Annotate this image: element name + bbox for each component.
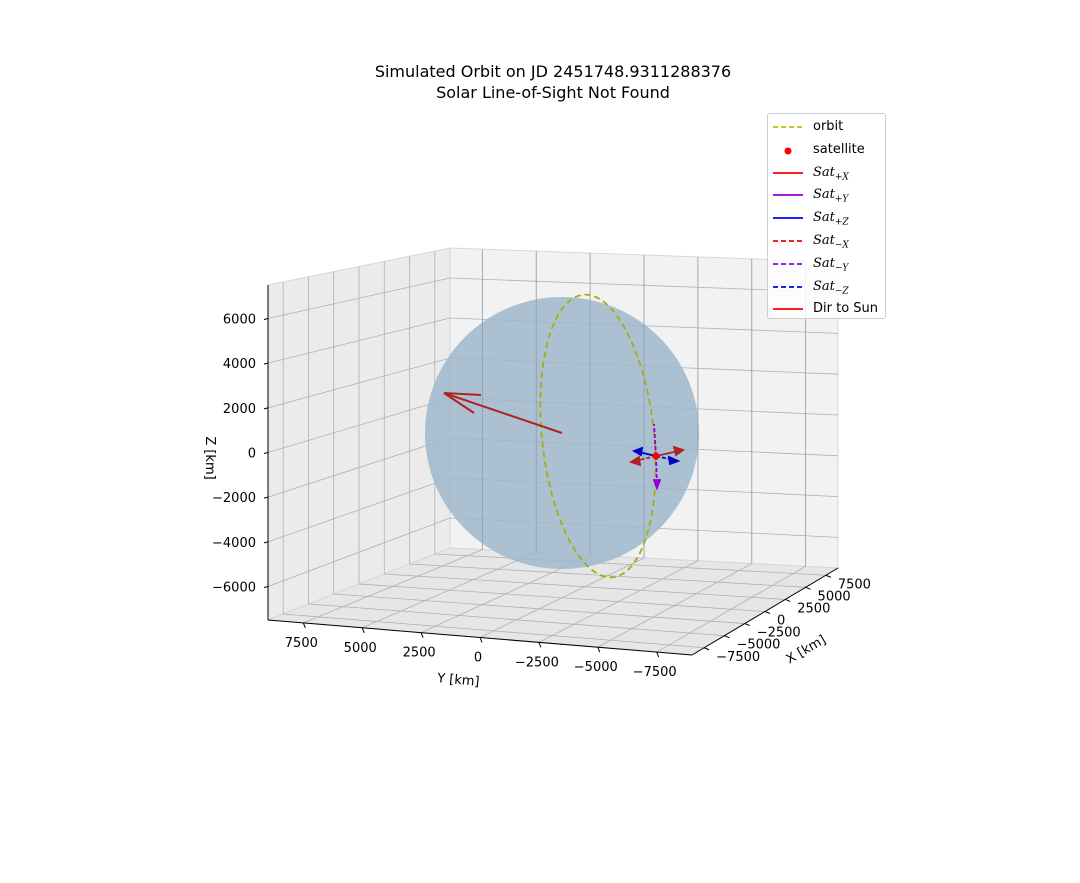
legend-entry-8: Dir to Sun: [768, 299, 885, 319]
legend-swatch: [773, 217, 803, 220]
satellite-axes: [628, 423, 685, 491]
z-tick-label: −2000: [212, 491, 256, 506]
y-axis-label: Y [km]: [436, 671, 481, 690]
axis-ticks: [263, 318, 832, 658]
legend-swatch: [773, 262, 803, 265]
legend-label: Sat+Z: [813, 210, 849, 228]
x-tick-label: 2500: [797, 601, 830, 616]
chart-title: Simulated Orbit on JD 2451748.9311288376: [374, 62, 732, 81]
z-tick-label: −4000: [212, 536, 256, 551]
dir-to-sun-arrow: [443, 392, 563, 434]
y-tick-label: −7500: [633, 665, 677, 680]
y-tick-label: −5000: [574, 660, 618, 675]
legend-entry-4: Sat+Z: [768, 208, 885, 228]
z-tick-label: 6000: [223, 313, 256, 328]
z-tick-label: 0: [248, 447, 256, 462]
legend-swatch: [773, 126, 803, 128]
legend-label: orbit: [813, 119, 844, 134]
x-tick-label: 0: [777, 614, 785, 629]
y-tick-label: −2500: [515, 655, 559, 670]
legend-entry-3: Sat+Y: [768, 185, 885, 205]
z-tick-label: 2000: [223, 402, 256, 417]
legend-entry-6: Sat−Y: [768, 254, 885, 274]
legend-entry-2: Sat+X: [768, 163, 885, 183]
legend-swatch: [773, 240, 803, 242]
legend-swatch: [773, 308, 803, 311]
z-tick-label: −6000: [212, 581, 256, 596]
legend-swatch: [784, 147, 792, 155]
legend-label: Sat−Z: [813, 278, 849, 297]
legend-label: Sat−X: [813, 233, 849, 251]
x-tick-label: 7500: [838, 577, 871, 592]
legend-swatch: [773, 171, 803, 174]
legend-swatch: [773, 194, 803, 197]
legend-label: Sat−Y: [813, 255, 849, 274]
x-tick-label: −5000: [736, 638, 780, 653]
grid-through-sphere: [482, 249, 806, 567]
legend-label: Dir to Sun: [813, 301, 879, 317]
legend: orbit satellite Sat+X Sat+Y Sat+Z Sat−X Sat−Y S…: [767, 113, 886, 319]
legend-entry-5: Sat−X: [768, 231, 885, 251]
y-tick-label: 7500: [285, 636, 318, 651]
legend-entry-0: orbit: [768, 117, 885, 137]
y-tick-label: 5000: [344, 641, 377, 656]
x-tick-label: −2500: [757, 626, 801, 641]
z-tick-label: 4000: [223, 357, 256, 372]
y-tick-label: 0: [474, 651, 482, 666]
x-tick-label: 5000: [818, 589, 851, 604]
y-tick-label: 2500: [403, 646, 436, 661]
legend-swatch: [773, 285, 803, 288]
sat-plus-y-arrow: [653, 423, 657, 457]
z-axis-label: Z [km]: [202, 436, 217, 479]
legend-label: satellite: [813, 141, 865, 157]
legend-label: Sat+X: [813, 164, 849, 183]
legend-entry-7: Sat−Z: [768, 277, 885, 297]
legend-entry-1: satellite: [768, 140, 885, 160]
legend-label: Sat+Y: [813, 187, 849, 205]
x-tick-label: −7500: [716, 650, 760, 665]
chart-subtitle: Solar Line-of-Sight Not Found: [436, 83, 670, 102]
satellite-marker: [652, 452, 660, 460]
